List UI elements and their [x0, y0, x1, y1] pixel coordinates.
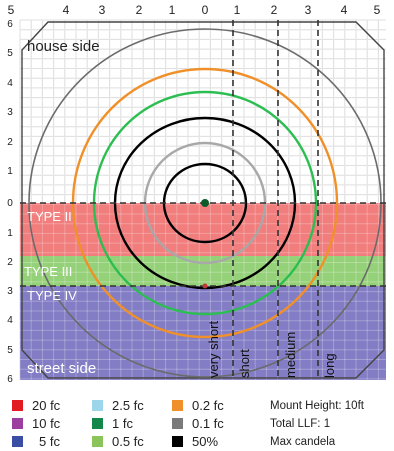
mount-height-note: Mount Height: 10ft: [270, 400, 364, 412]
left-tick: 5: [7, 48, 13, 59]
top-tick: 5: [374, 3, 381, 17]
legend-swatch-10fc: [12, 417, 23, 429]
left-tick: 4: [7, 78, 13, 89]
legend-item: 5 fc: [12, 433, 60, 449]
band-label-type-iv: TYPE IV: [27, 288, 77, 303]
legend-item: 10 fc: [12, 415, 61, 431]
photometric-diagram: 5 4 3 2 1 0 1 2 3 4 5 6 5 4 3 2 1 0 1 2 …: [7, 3, 386, 385]
top-tick: 0: [202, 3, 209, 17]
throw-label-long: long: [322, 353, 337, 378]
house-side-label: house side: [27, 38, 100, 55]
top-tick: 3: [99, 3, 106, 17]
top-tick: 4: [63, 3, 70, 17]
top-tick: 1: [234, 3, 241, 17]
top-tick: 2: [136, 3, 143, 17]
top-axis: 5 4 3 2 1 0 1 2 3 4 5: [8, 3, 381, 17]
legend-label: 0.5 fc: [112, 433, 144, 449]
legend-item: 20 fc: [12, 397, 61, 413]
legend-item: 0.2 fc: [172, 397, 224, 413]
legend-swatch-2-5fc: [92, 399, 103, 411]
legend-swatch-0-1fc: [172, 417, 183, 429]
legend-item: 1 fc: [92, 415, 133, 431]
luminaire-point: [201, 199, 209, 207]
band-label-type-ii: TYPE II: [27, 209, 72, 224]
throw-label-very-short: very short: [206, 321, 221, 378]
left-tick: 2: [7, 257, 13, 268]
legend-label: 20 fc: [32, 397, 61, 413]
legend-item: 50%: [172, 433, 219, 449]
top-tick: 3: [305, 3, 312, 17]
top-tick: 2: [271, 3, 278, 17]
legend-swatch-0-2fc: [172, 399, 183, 411]
left-tick: 3: [7, 107, 13, 118]
legend-swatch-0-5fc: [92, 435, 103, 447]
legend-label: 0.1 fc: [192, 415, 224, 431]
outer-boundary: [21, 21, 385, 379]
legend-swatch-1fc: [92, 417, 103, 429]
left-tick: 0: [7, 198, 13, 209]
max-candela-point: [202, 283, 208, 289]
legend: 20 fc 10 fc 5 fc 2.5 fc 1 fc 0.5 fc 0.2 …: [0, 392, 394, 451]
legend-item: 0.5 fc: [92, 433, 144, 449]
max-candela-note: Max candela: [270, 436, 336, 448]
legend-swatch-20fc: [12, 399, 23, 411]
legend-label: 0.2 fc: [192, 397, 224, 413]
left-tick: 4: [7, 315, 13, 326]
left-tick: 6: [7, 19, 13, 30]
top-tick: 1: [169, 3, 176, 17]
left-tick: 6: [7, 374, 13, 385]
legend-label: 2.5 fc: [112, 397, 144, 413]
legend-label: 50%: [192, 433, 219, 449]
legend-item: 0.1 fc: [172, 415, 224, 431]
left-tick: 2: [7, 137, 13, 148]
top-tick: 4: [341, 3, 348, 17]
legend-swatch-5fc: [12, 435, 23, 447]
left-axis: 6 5 4 3 2 1 0 1 2 3 4 5 6: [7, 19, 13, 385]
top-tick: 5: [8, 3, 15, 17]
left-tick: 1: [7, 228, 13, 239]
legend-swatch-50pct: [172, 435, 183, 447]
legend-label: 10 fc: [32, 415, 61, 431]
left-tick: 1: [7, 166, 13, 177]
left-tick: 5: [7, 345, 13, 356]
chamfered-outline: [21, 21, 385, 379]
left-tick: 3: [7, 286, 13, 297]
throw-label-short: short: [237, 349, 252, 378]
band-label-type-iii: TYPE III: [24, 264, 72, 279]
street-side-label: street side: [27, 360, 96, 377]
throw-label-medium: medium: [283, 332, 298, 378]
legend-item: 2.5 fc: [92, 397, 144, 413]
legend-label: 5 fc: [39, 433, 60, 449]
legend-label: 1 fc: [112, 415, 133, 431]
band-type-iv: [20, 286, 386, 380]
total-llf-note: Total LLF: 1: [270, 418, 331, 430]
